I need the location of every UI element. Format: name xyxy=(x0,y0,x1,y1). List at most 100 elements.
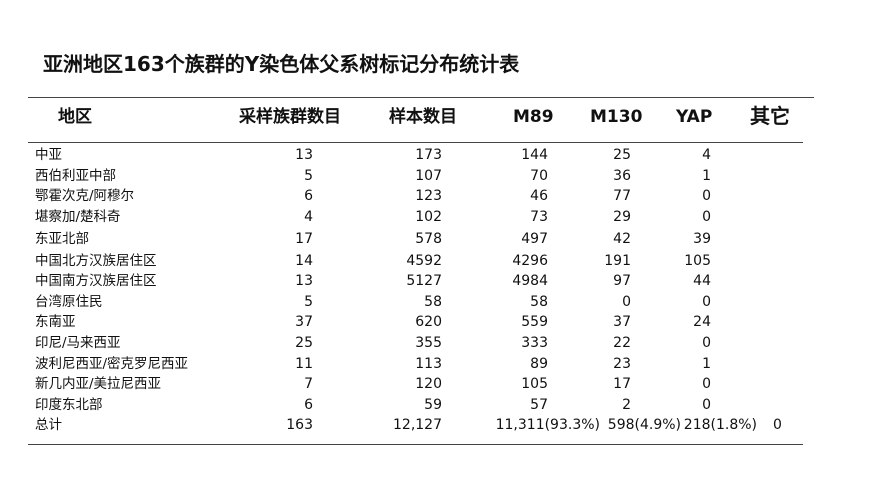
cell-region: 台湾原住民 xyxy=(35,294,103,310)
header-rule xyxy=(28,142,803,143)
cell-m89: 11,311(93.3%) xyxy=(495,417,600,433)
cell-samples: 120 xyxy=(415,376,442,392)
cell-region: 中亚 xyxy=(35,147,62,163)
cell-yap: 4 xyxy=(702,147,711,163)
cell-m130: 97 xyxy=(613,273,631,289)
cell-groups: 4 xyxy=(304,208,313,225)
cell-groups: 7 xyxy=(304,376,313,392)
cell-m130: 77 xyxy=(613,188,631,204)
cell-samples: 5127 xyxy=(406,273,442,289)
table-row: 印度东北部 6 59 57 2 0 xyxy=(0,395,890,415)
cell-m89: 144 xyxy=(521,147,548,163)
cell-region: 东亚北部 xyxy=(35,231,89,247)
table-row: 中亚 13 173 144 25 4 xyxy=(0,145,890,165)
cell-samples: 113 xyxy=(415,356,442,372)
cell-yap: 39 xyxy=(693,231,711,247)
cell-groups: 25 xyxy=(295,335,313,351)
table-row: 东南亚 37 620 559 37 24 xyxy=(0,312,890,332)
cell-groups: 13 xyxy=(295,147,313,163)
cell-yap: 0 xyxy=(702,188,711,204)
table-bottom-rule xyxy=(28,444,803,445)
cell-m130: 17 xyxy=(613,376,631,392)
table-row: 中国南方汉族居住区 13 5127 4984 97 44 xyxy=(0,271,890,291)
cell-samples: 578 xyxy=(415,231,442,247)
total-row: 总计 163 12,127 11,311(93.3%) 598(4.9%) 21… xyxy=(0,415,890,435)
cell-samples: 102 xyxy=(415,208,442,225)
cell-yap: 0 xyxy=(702,376,711,392)
cell-yap: 0 xyxy=(702,208,711,225)
cell-groups: 13 xyxy=(295,273,313,289)
cell-m89: 4296 xyxy=(512,253,548,269)
cell-m89: 497 xyxy=(521,231,548,247)
cell-m130: 29 xyxy=(613,208,631,225)
cell-yap: 24 xyxy=(693,314,711,330)
cell-region: 印度东北部 xyxy=(35,397,103,413)
cell-samples: 123 xyxy=(415,188,442,204)
cell-groups: 6 xyxy=(304,188,313,204)
cell-m89: 89 xyxy=(530,356,548,372)
cell-m130: 42 xyxy=(613,231,631,247)
cell-m89: 333 xyxy=(521,335,548,351)
cell-groups: 5 xyxy=(304,167,313,184)
cell-groups: 5 xyxy=(304,294,313,310)
table-row: 西伯利亚中部 5 107 70 36 1 xyxy=(0,166,890,186)
cell-m89: 559 xyxy=(521,314,548,330)
cell-samples: 4592 xyxy=(406,253,442,269)
cell-samples: 58 xyxy=(424,294,442,310)
cell-m89: 46 xyxy=(530,188,548,204)
header-region: 地区 xyxy=(58,107,92,127)
cell-m130: 598(4.9%) xyxy=(607,417,681,433)
table-row: 中国北方汉族居住区 14 4592 4296 191 105 xyxy=(0,251,890,271)
cell-samples: 107 xyxy=(415,167,442,184)
cell-yap: 1 xyxy=(702,356,711,372)
cell-samples: 173 xyxy=(415,147,442,163)
cell-m130: 25 xyxy=(613,147,631,163)
cell-yap: 218(1.8%) xyxy=(683,417,757,433)
header-groups: 采样族群数目 xyxy=(239,107,341,127)
cell-region: 中国南方汉族居住区 xyxy=(35,273,157,289)
cell-groups: 11 xyxy=(295,356,313,372)
cell-m89: 4984 xyxy=(512,273,548,289)
cell-samples: 355 xyxy=(415,335,442,351)
table-row: 台湾原住民 5 58 58 0 0 xyxy=(0,292,890,312)
cell-yap: 0 xyxy=(702,335,711,351)
cell-m130: 37 xyxy=(613,314,631,330)
table-row: 鄂霍次克/阿穆尔 6 123 46 77 0 xyxy=(0,186,890,206)
table-row: 东亚北部 17 578 497 42 39 xyxy=(0,229,890,249)
table-row: 波利尼西亚/密克罗尼西亚 11 113 89 23 1 xyxy=(0,354,890,374)
header-m89: M89 xyxy=(513,107,554,127)
cell-samples: 12,127 xyxy=(393,417,442,433)
cell-m89: 73 xyxy=(530,208,548,225)
cell-region: 鄂霍次克/阿穆尔 xyxy=(35,188,135,204)
cell-groups: 163 xyxy=(286,417,313,433)
cell-groups: 6 xyxy=(304,397,313,413)
cell-m130: 22 xyxy=(613,335,631,351)
cell-m130: 36 xyxy=(613,167,631,184)
table-row: 堪察加/楚科奇 4 102 73 29 0 xyxy=(0,207,890,227)
cell-groups: 37 xyxy=(295,314,313,330)
cell-region: 总计 xyxy=(35,417,62,433)
cell-m130: 0 xyxy=(622,294,631,310)
cell-region: 堪察加/楚科奇 xyxy=(35,208,121,225)
cell-region: 西伯利亚中部 xyxy=(35,167,116,184)
cell-yap: 0 xyxy=(702,397,711,413)
header-samples: 样本数目 xyxy=(389,107,457,127)
header-yap: YAP xyxy=(676,107,713,127)
cell-m89: 105 xyxy=(521,376,548,392)
cell-region: 波利尼西亚/密克罗尼西亚 xyxy=(35,356,189,372)
cell-samples: 620 xyxy=(415,314,442,330)
table-top-rule xyxy=(28,97,814,98)
header-other: 其它 xyxy=(750,104,790,128)
cell-yap: 1 xyxy=(702,167,711,184)
table-title: 亚洲地区163个族群的Y染色体父系树标记分布统计表 xyxy=(43,52,520,76)
table-row: 新几内亚/美拉尼西亚 7 120 105 17 0 xyxy=(0,374,890,394)
cell-region: 新几内亚/美拉尼西亚 xyxy=(35,376,162,392)
cell-yap: 105 xyxy=(684,253,711,269)
cell-m89: 58 xyxy=(530,294,548,310)
cell-yap: 0 xyxy=(702,294,711,310)
header-m130: M130 xyxy=(590,107,643,127)
cell-m130: 23 xyxy=(613,356,631,372)
cell-m130: 191 xyxy=(604,253,631,269)
cell-samples: 59 xyxy=(424,397,442,413)
cell-region: 印尼/马来西亚 xyxy=(35,335,121,351)
